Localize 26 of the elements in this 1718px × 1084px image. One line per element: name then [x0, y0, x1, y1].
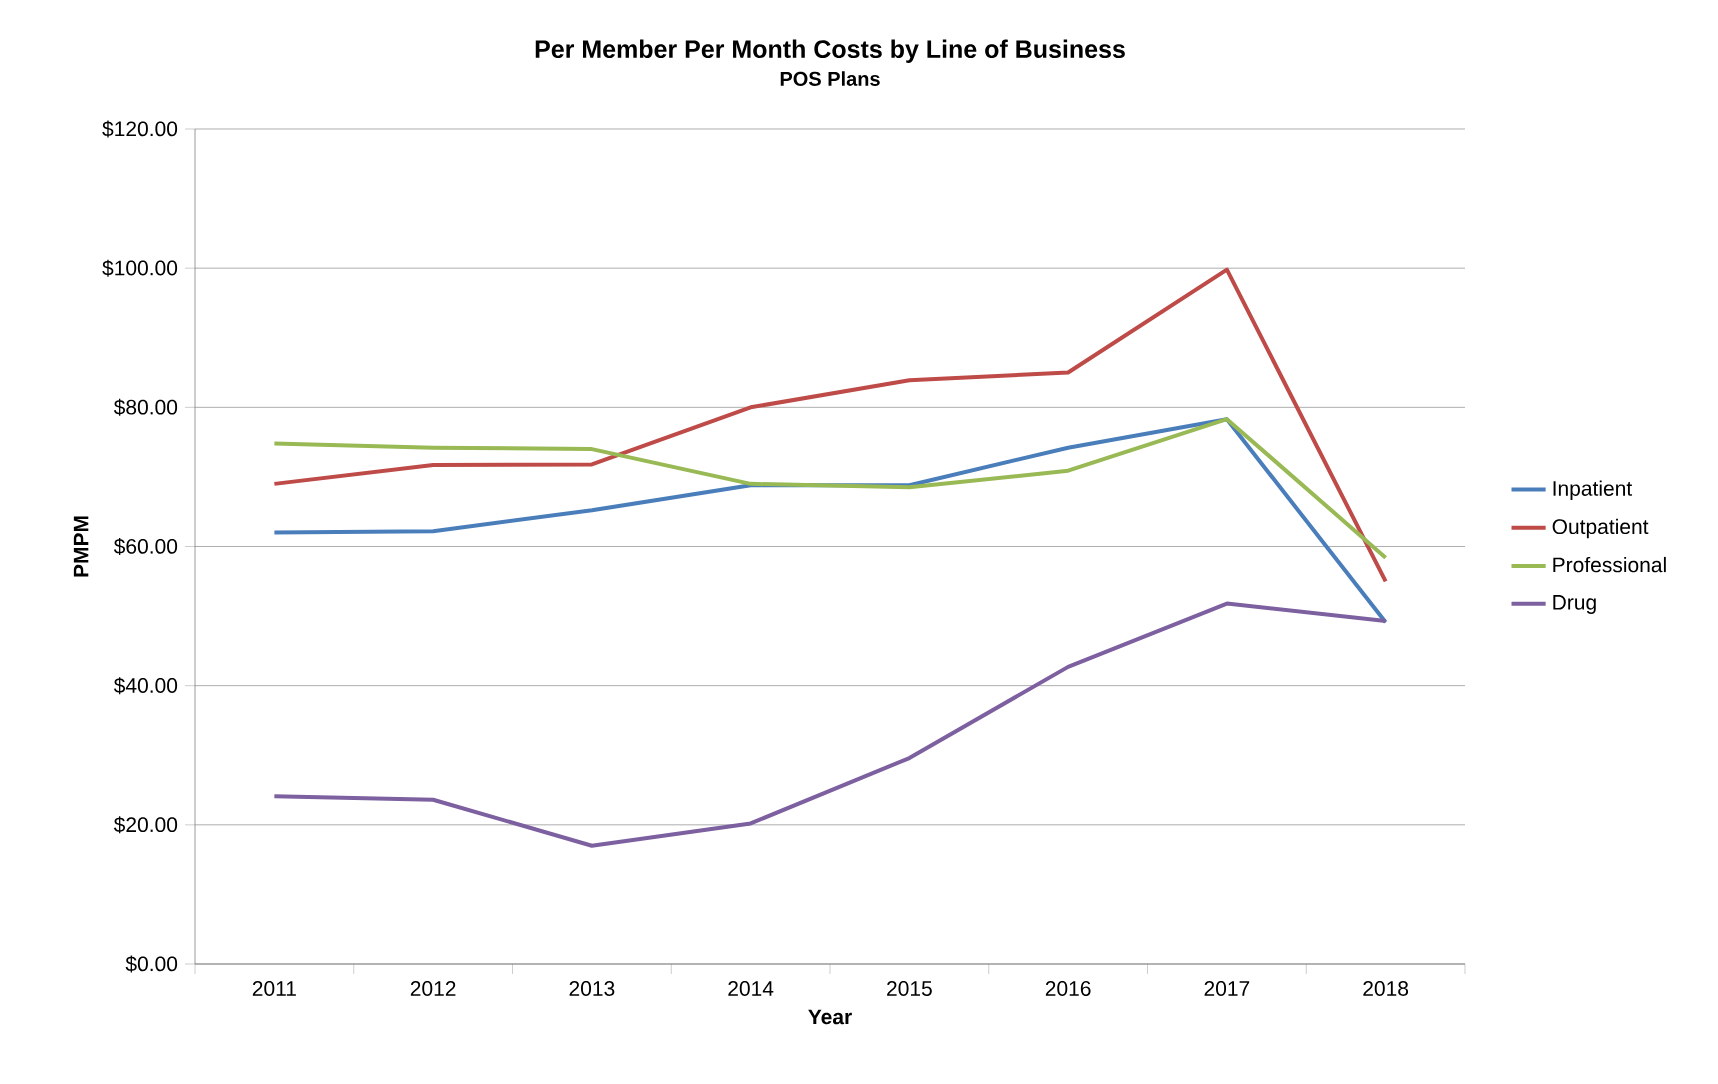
chart-title: Per Member Per Month Costs by Line of Business [535, 39, 1125, 63]
line-series [272, 417, 1388, 560]
x-tick-label: 2018 [1363, 981, 1409, 996]
x-axis-title: Year [808, 1009, 852, 1025]
legend-label: Outpatient [1552, 518, 1649, 539]
y-axis-title: PMPM [73, 516, 89, 577]
y-tick-label: $60.00 [113, 538, 178, 555]
chart-subtitle: POS Plans [780, 71, 880, 86]
x-tick-label: 2017 [1204, 981, 1250, 996]
x-tick-label: 2012 [410, 981, 456, 996]
legend-label: Drug [1553, 595, 1596, 614]
line-series [272, 267, 1388, 584]
line-series [272, 601, 1388, 848]
y-tick-label: $40.00 [113, 677, 178, 695]
y-tick-label: $120.00 [102, 120, 178, 138]
x-tick-label: 2013 [569, 981, 615, 996]
legend-label: Inpatient [1553, 480, 1633, 501]
y-tick-label: $80.00 [113, 398, 178, 416]
x-tick-label: 2011 [252, 981, 296, 996]
legend-label: Professional [1553, 556, 1666, 573]
y-tick-label: $100.00 [102, 259, 178, 277]
y-tick-label: $0.00 [125, 955, 178, 973]
x-tick-label: 2015 [887, 981, 932, 996]
x-tick-label: 2016 [1045, 981, 1091, 996]
x-tick-label: 2014 [728, 981, 774, 996]
y-tick-label: $20.00 [113, 816, 178, 834]
